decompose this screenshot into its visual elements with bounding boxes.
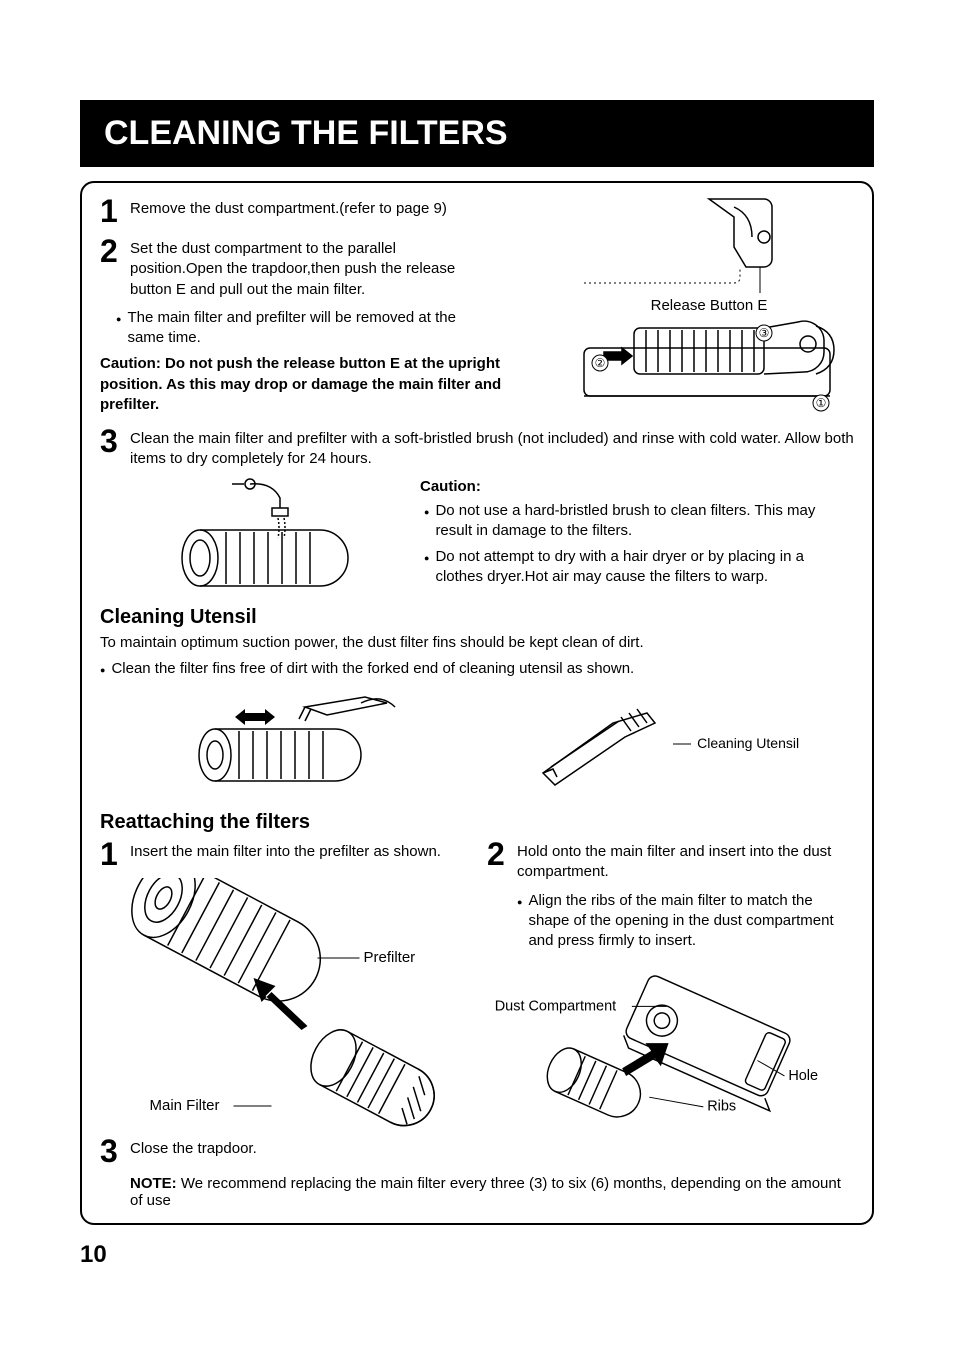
circled-3: ③ [759, 326, 770, 340]
faucet-filter-svg [100, 478, 400, 598]
reattach-2-num: 2 [487, 838, 509, 870]
caution2-b2-text: Do not attempt to dry with a hair dryer … [435, 547, 854, 588]
utensil-svg [525, 699, 665, 789]
cleaning-utensil-label: Cleaning Utensil [697, 735, 799, 751]
page-header: CLEANING THE FILTERS [80, 100, 874, 167]
reattach-2-text: Hold onto the main filter and insert int… [517, 838, 854, 883]
note: NOTE: We recommend replacing the main fi… [130, 1175, 854, 1209]
circled-1: ① [816, 396, 827, 410]
step-2: 2 Set the dust compartment to the parall… [100, 235, 490, 300]
cleaning-utensil-p1: To maintain optimum suction power, the d… [100, 633, 854, 653]
reattach-2-bullet-text: Align the ribs of the main filter to mat… [528, 891, 854, 952]
content-box: ② ③ ① Release Button E 1 Remove the dust… [80, 181, 874, 1225]
mainfilter-label: Main Filter [150, 1097, 220, 1114]
reattach-3-text: Close the trapdoor. [130, 1135, 257, 1159]
note-label: NOTE: [130, 1175, 177, 1192]
figure-release-button: ② ③ ① Release Button E [564, 193, 854, 424]
step-2-text: Set the dust compartment to the parallel… [130, 235, 490, 300]
dust-label: Dust Compartment [495, 999, 616, 1015]
reattach-1-svg: Prefilter Main Filter [100, 878, 467, 1138]
reattach-1-text: Insert the main filter into the prefilte… [130, 838, 441, 862]
caution-label: Caution: [100, 355, 161, 372]
release-button-label: Release Button E [564, 297, 854, 314]
cleaning-utensil-bullet: Clean the filter fins free of dirt with … [100, 659, 854, 679]
step-2-bullet-text: The main filter and prefilter will be re… [127, 308, 476, 349]
step-2-caution: Caution: Do not push the release button … [100, 354, 510, 415]
cleaning-utensil-bullet-text: Clean the filter fins free of dirt with … [111, 659, 634, 679]
step-3: 3 Clean the main filter and prefilter wi… [100, 425, 854, 470]
prefilter-label: Prefilter [364, 949, 416, 966]
reattach-step-1: 1 Insert the main filter into the prefil… [100, 838, 467, 870]
hole-label: Hole [788, 1068, 818, 1084]
reattach-grid: 1 Insert the main filter into the prefil… [100, 838, 854, 1141]
step-1-num: 1 [100, 195, 122, 227]
cleaning-utensil-heading: Cleaning Utensil [100, 606, 854, 629]
utensil-figures: Cleaning Utensil [100, 689, 854, 799]
step-3-text: Clean the main filter and prefilter with… [130, 425, 854, 470]
reattach-2-svg: Dust Compartment Hole Ribs [487, 951, 854, 1141]
utensil-filter-svg [155, 689, 415, 799]
step-3-num: 3 [100, 425, 122, 457]
reattach-3-num: 3 [100, 1135, 122, 1167]
reattach-col-1: 1 Insert the main filter into the prefil… [100, 838, 467, 1141]
page-number: 10 [80, 1241, 874, 1269]
leader-line [673, 734, 693, 754]
caution2-b2: Do not attempt to dry with a hair dryer … [424, 547, 854, 588]
caution2-title: Caution: [420, 478, 854, 495]
caution-2: Caution: Do not use a hard-bristled brus… [420, 478, 854, 588]
note-text: We recommend replacing the main filter e… [130, 1175, 841, 1209]
reattach-heading: Reattaching the filters [100, 811, 854, 834]
clean-row: Caution: Do not use a hard-bristled brus… [100, 478, 854, 598]
caution2-b1-text: Do not use a hard-bristled brush to clea… [435, 501, 854, 542]
reattach-step-2: 2 Hold onto the main filter and insert i… [487, 838, 854, 883]
caution-text: Do not push the release button E at the … [100, 355, 501, 413]
caution2-b1: Do not use a hard-bristled brush to clea… [424, 501, 854, 542]
reattach-col-2: 2 Hold onto the main filter and insert i… [487, 838, 854, 1141]
ribs-label: Ribs [707, 1099, 736, 1115]
step-2-num: 2 [100, 235, 122, 267]
step-2-bullet: The main filter and prefilter will be re… [116, 308, 476, 349]
reattach-1-num: 1 [100, 838, 122, 870]
step-1-text: Remove the dust compartment.(refer to pa… [130, 195, 447, 219]
reattach-2-bullet: Align the ribs of the main filter to mat… [517, 891, 854, 952]
circled-2: ② [595, 356, 606, 370]
